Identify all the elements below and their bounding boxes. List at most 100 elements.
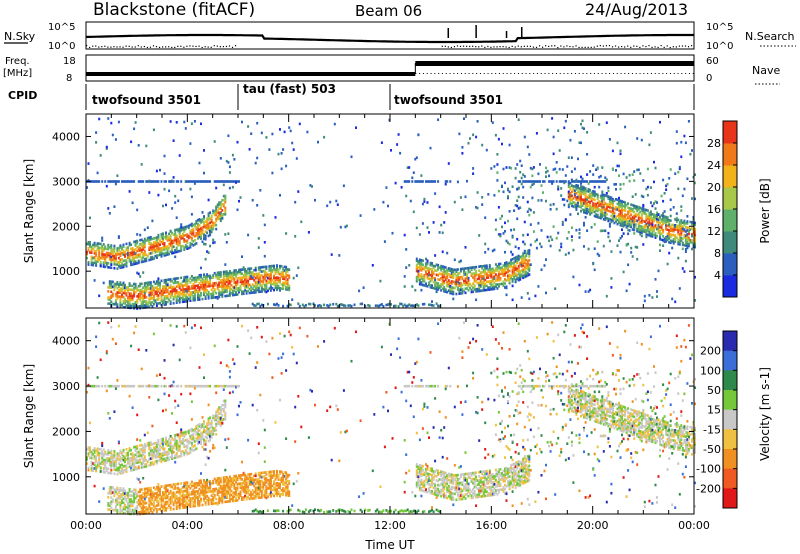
power-cell [222,183,225,187]
power-cell [496,287,499,290]
velocity-cell [116,503,119,506]
power-cell [271,282,274,286]
power-cell [131,251,134,254]
nave-dot [605,73,607,74]
power-cell [190,232,193,236]
power-cell [177,250,180,253]
ytick-label: 2000 [52,220,80,233]
power-cell [514,278,517,282]
power-cell [221,180,224,183]
power-cell [201,281,204,285]
power-cell [421,202,424,206]
power-cell [631,208,634,211]
power-cell [455,284,458,288]
power-cell [587,182,590,185]
power-cell [522,262,525,265]
nsearch-dot [602,45,604,47]
power-cell [323,135,326,139]
power-cell [680,205,683,208]
power-cell [183,290,186,293]
power-cell [687,242,690,246]
velocity-cell [140,494,143,497]
velocity-cell [125,491,128,495]
power-cell [145,253,148,256]
power-cell [221,287,224,290]
power-cell [186,289,189,293]
power-cell [456,274,459,277]
power-cell [680,236,683,240]
power-cell [90,259,93,263]
power-cell [653,229,655,233]
nsearch-dot [174,46,176,49]
power-cell [248,148,251,151]
power-cell [233,271,236,274]
nsearch-dot [204,46,206,48]
power-cell [691,233,693,236]
power-cell [236,140,239,144]
power-cell [435,283,438,287]
velocity-cell [140,496,143,499]
power-cell [601,180,604,183]
power-cell [485,148,488,152]
power-cell [212,294,215,297]
power-cell [452,272,455,275]
power-cell [618,205,620,208]
velocity-cell [93,484,96,488]
power-cell [376,304,379,307]
power-cell [458,260,461,264]
power-cell [279,287,281,290]
power-cell [201,277,204,281]
power-cell [466,283,468,286]
power-cell [128,180,131,183]
power-cell [344,225,347,229]
power-cell [225,272,228,275]
power-cell [285,288,288,291]
power-cell [102,257,105,260]
power-cell [216,283,219,287]
power-cell [478,269,481,272]
power-cell [95,141,98,144]
velocity-cell [119,449,122,453]
power-cell [259,276,262,279]
velocity-cell [133,496,136,500]
power-cell [169,302,172,305]
power-cell [589,205,592,208]
velocity-cell [125,452,128,455]
power-cell [140,290,143,294]
power-cell [415,180,418,183]
power-cell [186,247,189,250]
power-cell [675,141,678,145]
power-cell [259,305,262,308]
power-cell [643,228,646,232]
power-cell [587,188,590,191]
velocity-cell [124,503,126,507]
velocity-cell [137,458,140,462]
power-cell [204,180,207,183]
power-cell [505,265,508,268]
power-cell [484,266,487,270]
nsearch-dot [447,46,449,48]
power-cell [212,225,215,229]
power-cell [143,237,146,241]
power-cell [435,263,438,267]
velocity-cell [131,502,134,506]
power-cell [263,277,266,281]
power-cell [618,219,620,222]
velocity-cell [143,495,146,499]
power-cell [631,203,634,207]
power-cell [528,250,531,253]
power-cell [87,248,90,252]
power-cell [657,213,660,217]
power-cell [526,274,529,277]
power-cell [178,299,181,302]
nave-dot [658,73,660,74]
power-cell [121,247,123,251]
velocity-cell [130,510,133,514]
velocity-cell [140,443,143,447]
power-cell [233,281,236,284]
power-cell [105,263,108,267]
power-cell [235,271,237,274]
nave-dot [681,73,683,74]
power-cell [423,278,426,281]
velocity-cell [143,489,146,493]
